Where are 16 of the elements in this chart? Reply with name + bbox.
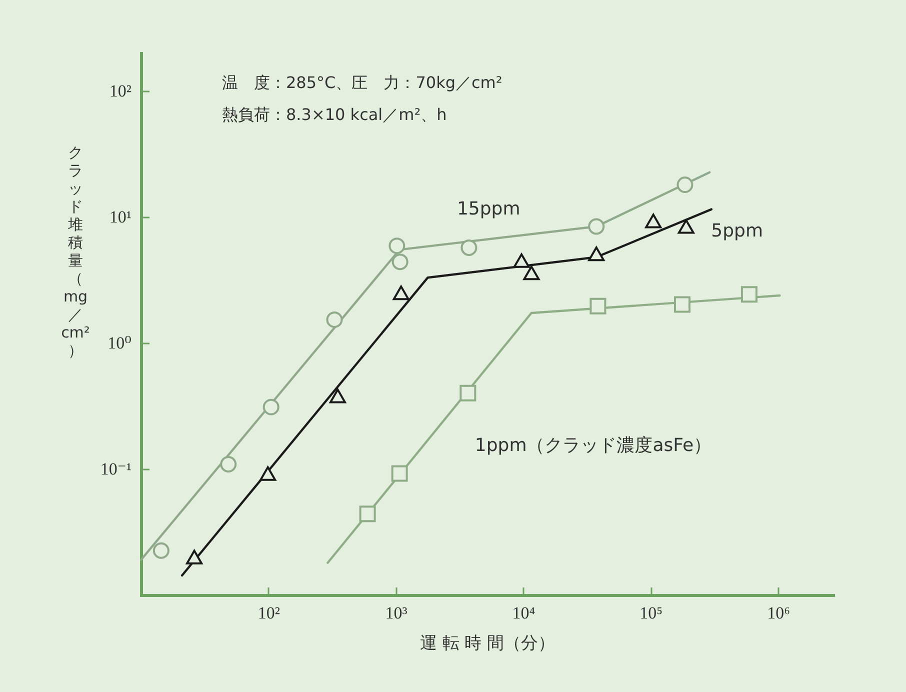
text: クラッド堆積量（mg／cm²） [61, 144, 90, 360]
annotation: 熱負荷：8.3×10 kcal／m²、h [222, 105, 447, 124]
annotation: 温 度：285°C、圧 力：70kg／cm² [222, 73, 502, 92]
x-axis-title: 運 転 時 間（分） [420, 634, 556, 654]
x-tick-label: 10² [258, 604, 280, 622]
x-tick-label: 10⁴ [512, 604, 536, 622]
x-tick-label: 10³ [385, 604, 408, 622]
y-tick-label: 10¹ [109, 207, 132, 226]
y-tick-label: 10⁰ [108, 333, 132, 352]
x-tick-label: 10⁵ [640, 604, 663, 622]
series-label: 1ppm（クラッド濃度asFe） [474, 435, 712, 456]
y-tick-label: 10² [109, 81, 132, 100]
series-label: 15ppm [456, 198, 520, 220]
x-tick-label: 10⁶ [767, 604, 790, 622]
series-label: 5ppm [711, 220, 763, 242]
y-tick-label: 10⁻¹ [100, 459, 132, 478]
